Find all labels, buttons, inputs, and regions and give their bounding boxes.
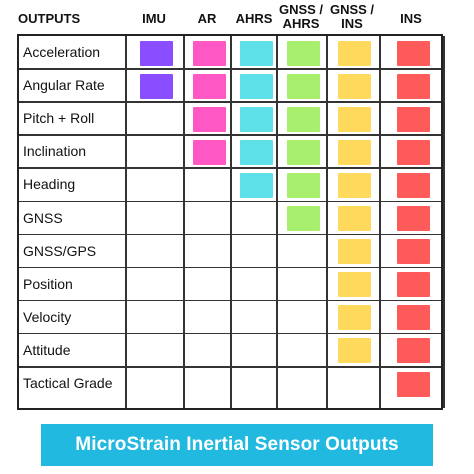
column-header-gnss_ahrs: GNSS / AHRS — [273, 3, 329, 31]
column-divider — [443, 36, 445, 408]
output-mark-gnss_ins — [337, 239, 371, 265]
output-mark-imu — [139, 40, 173, 66]
row-divider — [19, 366, 441, 368]
output-mark-ahrs — [239, 172, 273, 198]
column-divider — [125, 36, 127, 408]
row-divider — [19, 233, 441, 236]
output-mark-gnss_ins — [337, 139, 371, 165]
column-header-gnss_ahrs-line2: AHRS — [282, 16, 320, 31]
output-mark-ahrs — [239, 73, 273, 99]
row-divider — [19, 68, 441, 70]
column-divider — [276, 36, 278, 408]
output-mark-ins — [396, 338, 430, 364]
column-header-ahrs: AHRS — [235, 11, 273, 26]
row-divider — [19, 299, 441, 302]
row-label: GNSS/GPS — [23, 242, 97, 259]
row-divider — [19, 101, 441, 103]
column-header-row: OUTPUTS IMU AR AHRS GNSS / AHRS GNSS / INS INS — [0, 0, 474, 34]
column-divider — [183, 36, 185, 408]
outputs-header: OUTPUTS — [18, 11, 81, 26]
column-header-imu: IMU — [142, 11, 166, 26]
output-mark-gnss_ins — [337, 305, 371, 331]
output-mark-ins — [396, 239, 430, 265]
output-matrix-table: Acceleration Angular Rate Pitch + Roll Incl… — [17, 34, 445, 410]
footer-banner: MicroStrain Inertial Sensor Outputs — [41, 424, 433, 466]
output-mark-ar — [192, 40, 226, 66]
column-header-ar: AR — [197, 11, 217, 26]
column-header-gnss_ins-line1: GNSS / — [329, 2, 375, 17]
column-divider — [379, 36, 381, 408]
row-label: Velocity — [23, 308, 72, 325]
row-divider — [19, 167, 441, 169]
output-mark-ins — [396, 371, 430, 397]
row-divider — [19, 332, 441, 335]
output-mark-ar — [192, 73, 226, 99]
output-mark-gnss_ahrs — [286, 40, 320, 66]
output-mark-gnss_ins — [337, 206, 371, 231]
output-mark-ins — [396, 40, 430, 66]
row-label: Pitch + Roll — [23, 110, 95, 127]
output-mark-imu — [139, 73, 173, 99]
row-label: Heading — [23, 176, 76, 193]
output-mark-gnss_ins — [337, 338, 371, 364]
column-header-gnss_ins: GNSS / INS — [324, 3, 380, 31]
column-header-ins: INS — [400, 11, 422, 26]
output-mark-ins — [396, 206, 430, 231]
output-mark-ahrs — [239, 139, 273, 165]
output-mark-gnss_ins — [337, 40, 371, 66]
output-mark-gnss_ins — [337, 73, 371, 99]
output-mark-gnss_ahrs — [286, 73, 320, 99]
row-label: GNSS — [23, 209, 63, 226]
row-label: Tactical Grade — [23, 375, 113, 391]
output-mark-gnss_ahrs — [286, 206, 320, 231]
row-label: Acceleration — [23, 44, 101, 60]
output-mark-ar — [192, 139, 226, 165]
output-mark-gnss_ahrs — [286, 139, 320, 165]
output-mark-ahrs — [239, 106, 273, 132]
output-mark-ar — [192, 106, 226, 132]
output-mark-ins — [396, 272, 430, 298]
output-mark-ins — [396, 172, 430, 198]
column-divider — [230, 36, 232, 408]
output-mark-ins — [396, 106, 430, 132]
output-mark-gnss_ahrs — [286, 172, 320, 198]
output-mark-gnss_ins — [337, 172, 371, 198]
row-divider — [19, 134, 441, 136]
row-divider — [19, 266, 441, 269]
row-label: Position — [23, 275, 73, 292]
output-mark-ins — [396, 73, 430, 99]
output-mark-gnss_ahrs — [286, 106, 320, 132]
column-divider — [326, 36, 328, 408]
row-label: Angular Rate — [23, 77, 105, 94]
output-mark-gnss_ins — [337, 106, 371, 132]
output-mark-ins — [396, 139, 430, 165]
output-mark-ahrs — [239, 40, 273, 66]
footer-title: MicroStrain Inertial Sensor Outputs — [75, 434, 399, 455]
row-label: Attitude — [23, 341, 71, 358]
column-header-gnss_ins-line2: INS — [341, 16, 363, 31]
column-header-gnss_ahrs-line1: GNSS / — [278, 2, 324, 17]
row-label: Inclination — [23, 143, 87, 160]
output-mark-gnss_ins — [337, 272, 371, 298]
output-mark-ins — [396, 305, 430, 331]
row-divider — [19, 200, 441, 202]
